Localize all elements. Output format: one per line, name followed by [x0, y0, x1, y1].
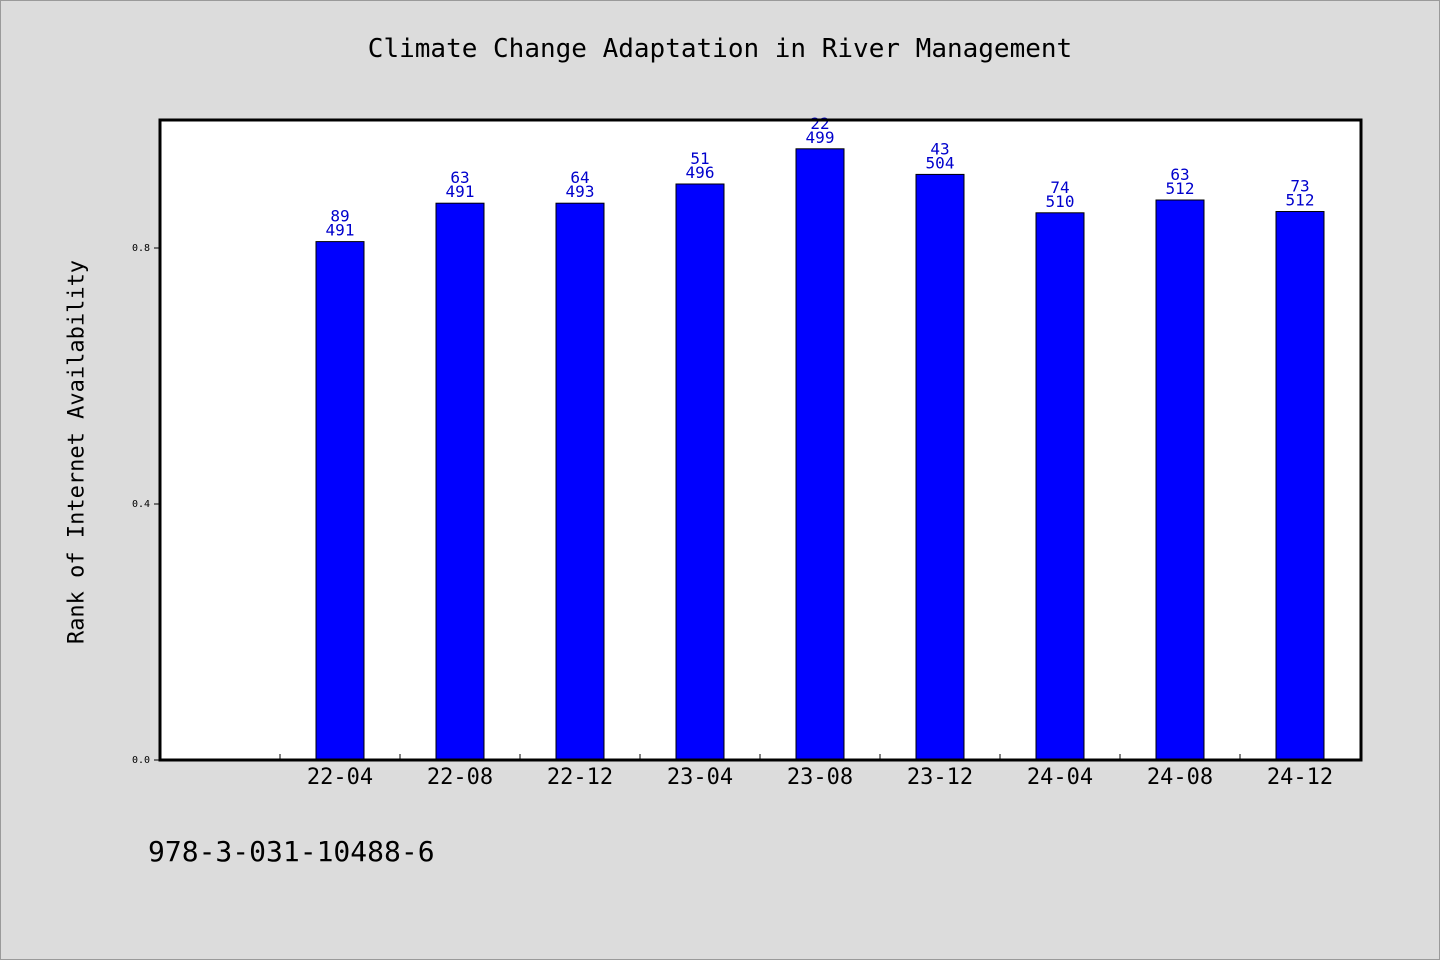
bar-label-bottom: 496 [686, 163, 715, 182]
x-tick-label: 23-08 [787, 765, 853, 790]
bar [795, 148, 845, 761]
bar [555, 202, 605, 761]
bar-label-top: 63 [450, 168, 469, 187]
bar-label-bottom: 499 [806, 128, 835, 147]
y-tick-label: 0.8 [132, 243, 150, 254]
isbn-footer: 978-3-031-10488-6 [148, 835, 435, 868]
x-tick-label: 24-08 [1147, 765, 1213, 790]
x-tick-label: 22-08 [427, 765, 493, 790]
y-tick-label: 0.0 [132, 755, 150, 766]
bar-label-top: 74 [1050, 178, 1069, 197]
plot-border [158, 118, 1363, 762]
x-tick-label: 22-12 [547, 765, 613, 790]
x-tick-label: 22-04 [307, 765, 373, 790]
bar [435, 202, 485, 761]
bar-label-bottom: 493 [566, 182, 595, 201]
x-tick-label: 24-12 [1267, 765, 1333, 790]
bar-label-bottom: 512 [1286, 191, 1315, 210]
bar [915, 173, 965, 761]
bar [1275, 211, 1325, 761]
x-tick-label: 24-04 [1027, 765, 1093, 790]
bar-label-top: 73 [1290, 177, 1309, 196]
bar [315, 241, 365, 761]
bar-label-top: 43 [930, 139, 949, 158]
x-tick-label: 23-12 [907, 765, 973, 790]
y-tick-label: 0.4 [132, 499, 150, 510]
bar-label-bottom: 491 [446, 182, 475, 201]
chart-title: Climate Change Adaptation in River Manag… [367, 34, 1073, 64]
bar-label-top: 63 [1170, 165, 1189, 184]
bar [1035, 212, 1085, 761]
bar-label-bottom: 504 [926, 153, 955, 172]
bar-label-bottom: 510 [1046, 192, 1075, 211]
bar-label-top: 51 [690, 149, 709, 168]
bar-label-top: 64 [570, 168, 589, 187]
bar-label-top: 89 [330, 207, 349, 226]
bar-label-bottom: 512 [1166, 179, 1195, 198]
x-tick-label: 23-04 [667, 765, 733, 790]
bar-label-bottom: 491 [326, 221, 355, 240]
bar [1155, 199, 1205, 761]
bar [675, 183, 725, 761]
